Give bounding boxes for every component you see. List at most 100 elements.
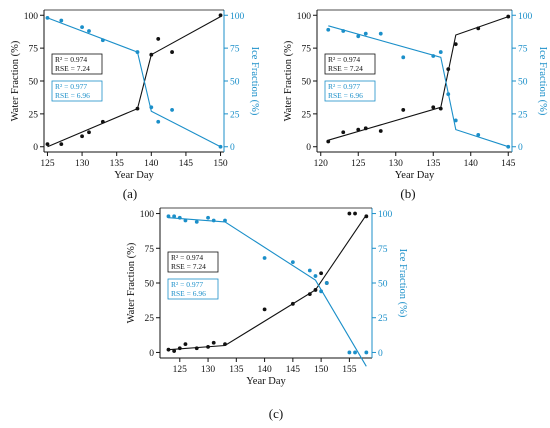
ice-point bbox=[347, 350, 352, 355]
water-stats-box bbox=[167, 251, 219, 273]
ice-point bbox=[87, 29, 91, 33]
ice-point bbox=[446, 92, 451, 97]
ice-point bbox=[156, 119, 161, 124]
water-point bbox=[100, 119, 105, 124]
ice-point bbox=[356, 34, 361, 39]
water-point bbox=[307, 292, 312, 297]
water-point bbox=[218, 13, 223, 18]
water-point bbox=[290, 301, 295, 306]
water-point bbox=[59, 142, 64, 147]
ice-point bbox=[363, 31, 368, 36]
y-axis-label-left: Water Fraction (%) bbox=[126, 242, 137, 323]
ice-point bbox=[401, 55, 406, 60]
water-point bbox=[356, 127, 361, 132]
y-tick-label-right: 0 bbox=[230, 143, 235, 153]
ice-point bbox=[319, 289, 324, 294]
y-tick-label-right: 25 bbox=[230, 110, 240, 120]
water-point bbox=[80, 134, 84, 139]
y-tick-label-left: 75 bbox=[29, 45, 39, 55]
water-point bbox=[446, 67, 451, 72]
water-point bbox=[194, 346, 199, 351]
x-tick-label: 150 bbox=[213, 159, 228, 169]
ice-rse-label: RSE = 6.96 bbox=[171, 289, 206, 298]
ice-point bbox=[135, 50, 140, 54]
ice-point bbox=[206, 215, 210, 220]
ice-rse-label: RSE = 6.96 bbox=[55, 91, 90, 100]
y-tick-label-right: 75 bbox=[378, 245, 388, 255]
water-stats-box bbox=[51, 53, 103, 75]
water-point bbox=[347, 211, 352, 216]
ice-stats-box bbox=[324, 80, 376, 102]
x-tick-label: 125 bbox=[40, 159, 55, 169]
water-point bbox=[156, 37, 161, 41]
water-r2-label: R² = 0.974 bbox=[171, 253, 203, 262]
x-tick-label: 145 bbox=[501, 159, 516, 169]
panel-label: (a) bbox=[123, 186, 137, 201]
ice-fit-line bbox=[168, 217, 367, 367]
water-point bbox=[319, 271, 324, 276]
water-point bbox=[206, 344, 210, 349]
water-point bbox=[476, 26, 481, 31]
y-tick-label-right: 50 bbox=[518, 78, 528, 88]
y-tick-label-right: 25 bbox=[518, 110, 528, 120]
water-rse-label: RSE = 7.24 bbox=[171, 262, 206, 271]
ice-r2-label: R² = 0.977 bbox=[55, 82, 87, 91]
water-point bbox=[166, 347, 171, 352]
x-tick-label: 155 bbox=[342, 365, 357, 375]
water-point bbox=[223, 342, 227, 347]
y-tick-label-right: 100 bbox=[378, 210, 393, 220]
water-point bbox=[506, 14, 511, 19]
ice-point bbox=[431, 54, 436, 58]
x-tick-label: 140 bbox=[464, 159, 479, 169]
y-tick-label-right: 50 bbox=[230, 78, 240, 88]
y-axis-label-left: Water Fraction (%) bbox=[10, 40, 21, 121]
ice-point bbox=[364, 350, 369, 355]
x-tick-label: 125 bbox=[351, 159, 366, 169]
x-tick-label: 145 bbox=[179, 159, 194, 169]
ice-fit-line bbox=[47, 17, 221, 148]
y-tick-label-left: 25 bbox=[302, 110, 312, 120]
water-rse-label: RSE = 7.24 bbox=[55, 64, 90, 73]
y-tick-label-left: 50 bbox=[302, 78, 312, 88]
y-tick-label-left: 0 bbox=[33, 143, 38, 153]
water-r2-label: R² = 0.974 bbox=[328, 55, 360, 64]
y-axis-label-left: Water Fraction (%) bbox=[283, 40, 294, 121]
water-point bbox=[364, 214, 369, 219]
ice-point bbox=[307, 268, 312, 273]
x-axis-label: Year Day bbox=[114, 170, 154, 181]
y-tick-label-right: 0 bbox=[518, 143, 523, 153]
ice-point bbox=[45, 15, 50, 20]
water-point bbox=[378, 129, 383, 133]
water-rse-label: RSE = 7.24 bbox=[328, 64, 363, 73]
panel-label: (b) bbox=[400, 186, 415, 201]
ice-point bbox=[324, 281, 329, 285]
ice-point bbox=[218, 144, 223, 149]
ice-point bbox=[166, 214, 171, 219]
ice-point bbox=[290, 260, 295, 265]
water-point bbox=[45, 142, 50, 147]
water-fit-line bbox=[328, 16, 509, 141]
y-tick-label-right: 75 bbox=[518, 45, 528, 55]
x-tick-label: 130 bbox=[201, 365, 216, 375]
water-point bbox=[135, 106, 140, 111]
ice-point bbox=[100, 38, 105, 43]
x-axis-label: Year Day bbox=[246, 376, 286, 387]
water-point bbox=[431, 105, 436, 110]
water-point bbox=[363, 126, 368, 131]
panel-c: 125 130 135 140 145 150 155 0 0 25 25 50 50 75 75 100 10… bbox=[126, 207, 408, 421]
x-tick-label: 135 bbox=[426, 159, 441, 169]
water-point bbox=[353, 211, 357, 216]
x-tick-label: 130 bbox=[75, 159, 90, 169]
ice-point bbox=[211, 218, 216, 223]
water-point bbox=[313, 288, 318, 292]
ice-r2-label: R² = 0.977 bbox=[328, 82, 360, 91]
water-point bbox=[401, 108, 406, 112]
y-tick-label-left: 75 bbox=[145, 245, 155, 255]
y-tick-label-left: 0 bbox=[306, 143, 311, 153]
y-axis-label-right: Ice Fraction (%) bbox=[397, 249, 408, 318]
water-point bbox=[262, 307, 267, 312]
water-stats-box bbox=[324, 53, 376, 75]
ice-point bbox=[183, 218, 188, 223]
water-point bbox=[326, 139, 331, 144]
